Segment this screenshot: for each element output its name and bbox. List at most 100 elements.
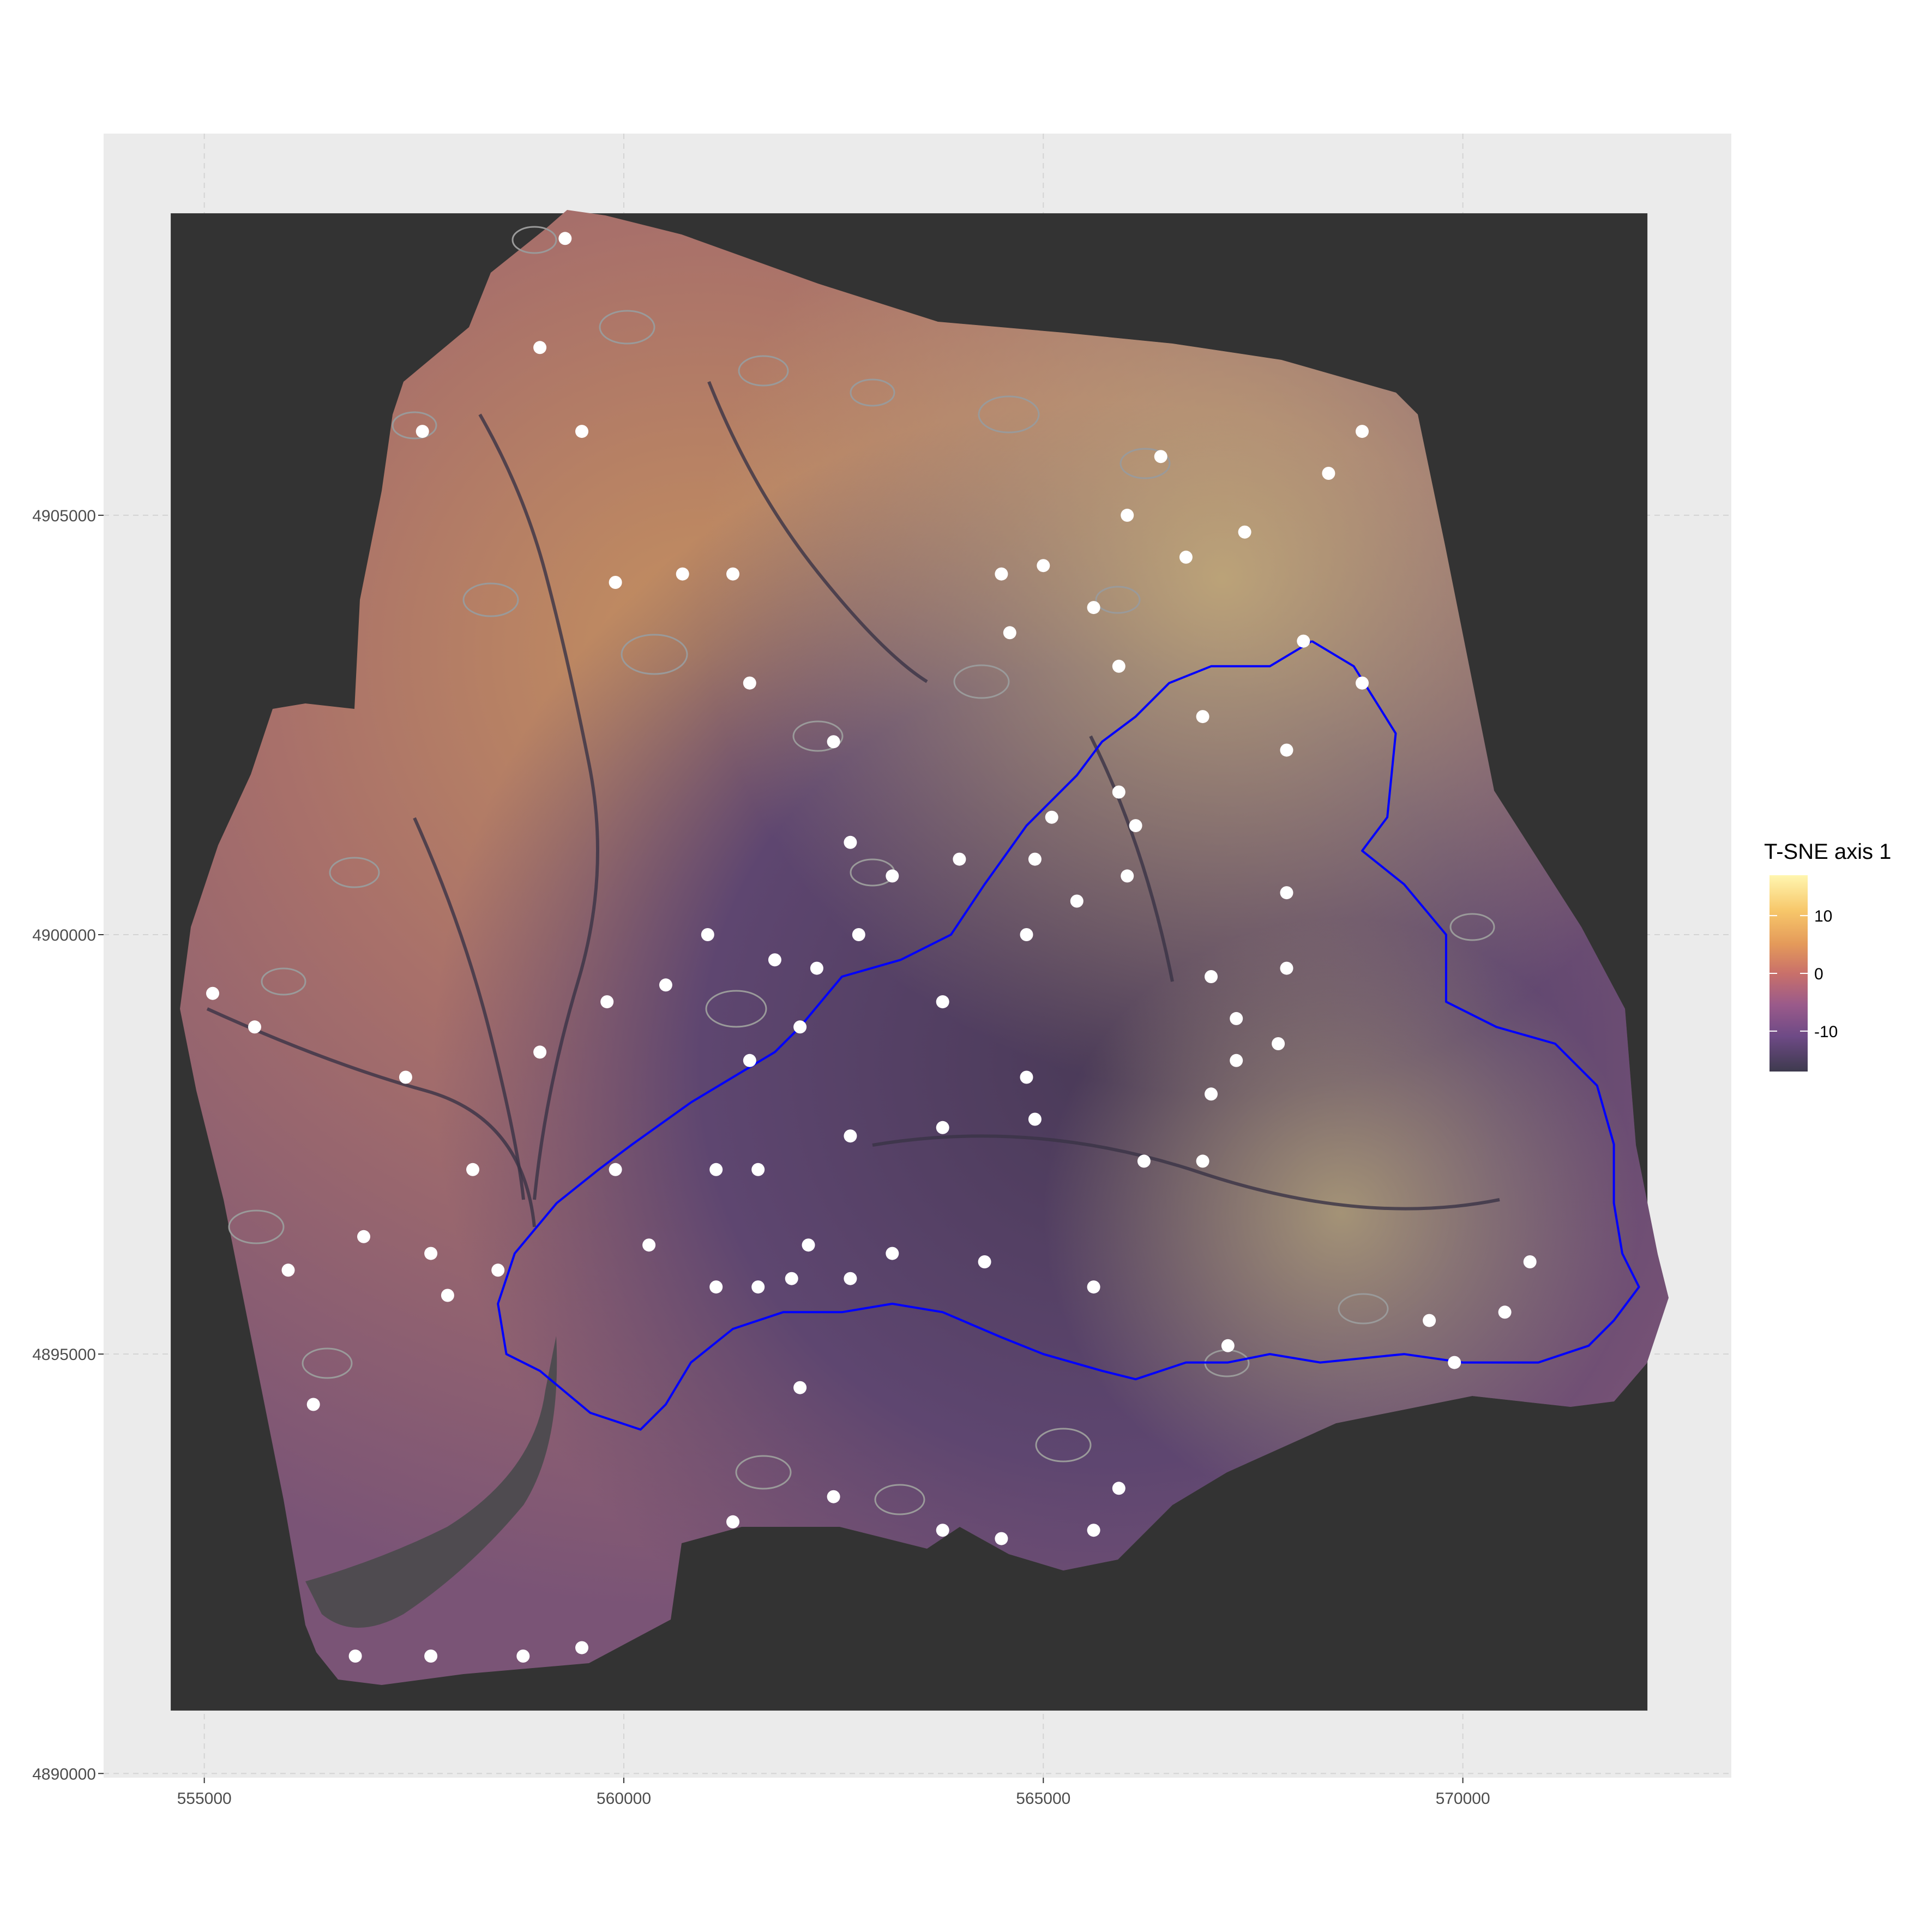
sample-point (1523, 1255, 1537, 1268)
sample-point (1221, 1339, 1235, 1352)
sample-point (936, 1121, 949, 1134)
sample-point (575, 1641, 588, 1654)
drainage-line (872, 1134, 1500, 1211)
drainage-line (206, 1007, 536, 1227)
sample-point (609, 1163, 622, 1176)
sample-point (1272, 1037, 1285, 1050)
sample-point (886, 1247, 899, 1260)
sample-point (491, 1263, 505, 1277)
sample-point (953, 852, 966, 866)
sample-point (810, 961, 823, 975)
sample-point (399, 1070, 412, 1084)
sample-point (1498, 1305, 1512, 1319)
sample-point (1196, 1154, 1209, 1168)
land-parcel-outline (599, 310, 655, 345)
land-parcel-outline (1338, 1293, 1389, 1325)
sample-point (1112, 785, 1126, 799)
sample-point (600, 995, 614, 1009)
sample-point (1179, 550, 1193, 564)
sample-point (441, 1289, 454, 1302)
sample-point (1112, 1482, 1126, 1495)
sample-point (701, 928, 714, 941)
sample-point (1020, 1070, 1033, 1084)
sample-point (936, 1524, 949, 1537)
sample-point (978, 1255, 991, 1268)
sample-points (206, 232, 1537, 1663)
sample-point (844, 835, 857, 849)
land-parcel-outline (1120, 448, 1171, 479)
sample-point (827, 735, 840, 749)
sample-point (1137, 1154, 1151, 1168)
sample-point (802, 1238, 815, 1252)
sample-point (1356, 425, 1369, 438)
land-parcel-outline (735, 1455, 792, 1490)
sample-point (1322, 467, 1335, 480)
sample-point (575, 425, 588, 438)
reservoir (305, 1336, 557, 1628)
sample-point (609, 576, 622, 589)
sample-point (424, 1247, 438, 1260)
sample-point (1037, 559, 1050, 573)
sample-point (1070, 894, 1084, 908)
drainage-line (707, 381, 928, 683)
land-parcel-outline (1449, 913, 1495, 941)
land-parcel-outline (705, 990, 767, 1028)
sample-point (1020, 928, 1033, 941)
sample-point (1297, 634, 1310, 648)
sample-point (743, 676, 756, 690)
sample-point (281, 1263, 295, 1277)
sample-point (1238, 525, 1251, 539)
y-tick-label: 4905000 (32, 507, 96, 525)
legend-tick-label: 10 (1814, 907, 1832, 925)
sample-point (1280, 886, 1293, 900)
sample-point (793, 1381, 807, 1394)
sample-point (1205, 970, 1218, 983)
sample-point (785, 1272, 798, 1285)
sample-point (1230, 1012, 1243, 1025)
sample-point (659, 978, 672, 992)
sample-point (1196, 710, 1209, 724)
sample-point (676, 567, 689, 581)
sample-point (424, 1650, 438, 1663)
plot-panel (104, 134, 1731, 1778)
legend-title: T-SNE axis 1 (1764, 840, 1891, 864)
land-parcel-outline (261, 967, 306, 996)
sample-point (206, 986, 219, 1000)
y-tick-label: 4900000 (32, 926, 96, 944)
legend: T-SNE axis 1 10 0 -10 (1764, 840, 1891, 1072)
sample-point (1087, 1524, 1100, 1537)
sample-point (1121, 508, 1134, 522)
land-parcel-outline (462, 582, 519, 617)
sample-point (768, 953, 781, 967)
sample-point (1205, 1087, 1218, 1101)
land-parcel-outline (228, 1209, 285, 1244)
sample-point (751, 1280, 765, 1294)
sample-point (936, 995, 949, 1009)
sample-point (516, 1650, 530, 1663)
sample-point (844, 1129, 857, 1143)
sample-point (1280, 961, 1293, 975)
land-parcel-outline (874, 1484, 925, 1515)
study-area-boundary (497, 640, 1640, 1431)
legend-ticks: 10 0 -10 (1770, 907, 1838, 1041)
land-parcel-outline (953, 664, 1010, 699)
drainage-line (478, 413, 599, 1200)
sample-point (466, 1163, 479, 1176)
land-parcel-outline (792, 720, 844, 752)
land-parcel-outline (738, 355, 789, 387)
sample-point (1028, 852, 1042, 866)
sample-point (1356, 676, 1369, 690)
legend-tick-label: -10 (1814, 1023, 1838, 1041)
sample-point (416, 425, 429, 438)
x-tick-label: 570000 (1436, 1790, 1490, 1808)
x-axis: 555000 560000 565000 570000 (177, 1778, 1490, 1808)
sample-point (533, 1045, 547, 1059)
land-parcel-outline (978, 395, 1040, 434)
land-parcel-outline (621, 634, 688, 675)
sample-point (1448, 1356, 1461, 1369)
y-tick-label: 4895000 (32, 1346, 96, 1364)
sample-point (1087, 601, 1100, 615)
land-parcel-outline (850, 378, 895, 407)
drainage-line (413, 817, 525, 1200)
sample-point (995, 1532, 1008, 1545)
